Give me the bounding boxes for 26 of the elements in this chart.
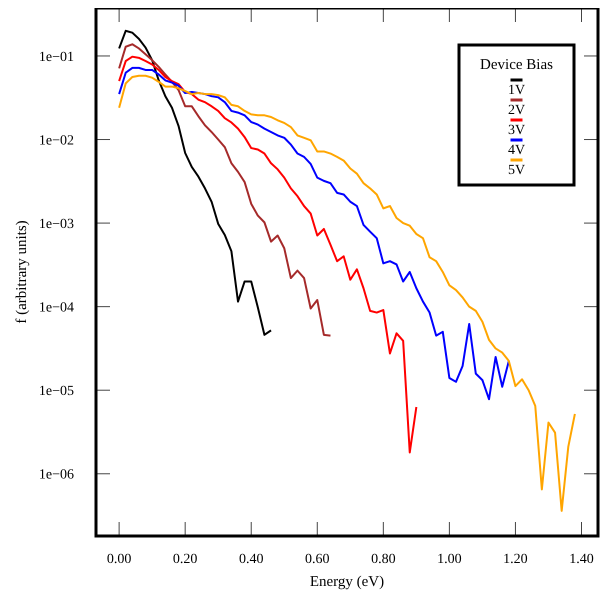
line-series [118,30,272,336]
line-series [118,56,418,454]
x-tick-label: 0.60 [305,552,330,567]
x-tick-label: 1.00 [437,552,462,567]
x-tick-label: 0.40 [238,552,264,567]
legend-label: 3V [508,123,526,138]
legend-label: 1V [508,83,526,98]
x-tick-label: 0.00 [106,552,132,567]
line-series [118,74,576,512]
legend-label: 2V [508,103,526,118]
y-tick-label: 1e−02 [38,133,74,148]
y-tick-label: 1e−06 [38,468,74,483]
y-tick-label: 1e−03 [38,216,74,232]
y-tick-label: 1e−04 [38,300,74,316]
y-tick-label: 1e−01 [38,50,74,65]
x-tick-label: 1.40 [569,552,594,567]
line-series [118,43,332,337]
x-axis-title: Energy (eV) [310,574,384,590]
x-tick-label: 0.80 [371,552,396,567]
y-tick-label: 1e−05 [38,384,74,400]
legend-label: 4V [508,143,526,158]
y-axis-title: f (arbitrary units) [14,220,30,324]
legend-title: Device Bias [480,57,554,73]
x-tick-label: 0.20 [172,552,198,567]
x-tick-label: 1.20 [503,552,528,567]
legend-label: 5V [508,163,526,178]
